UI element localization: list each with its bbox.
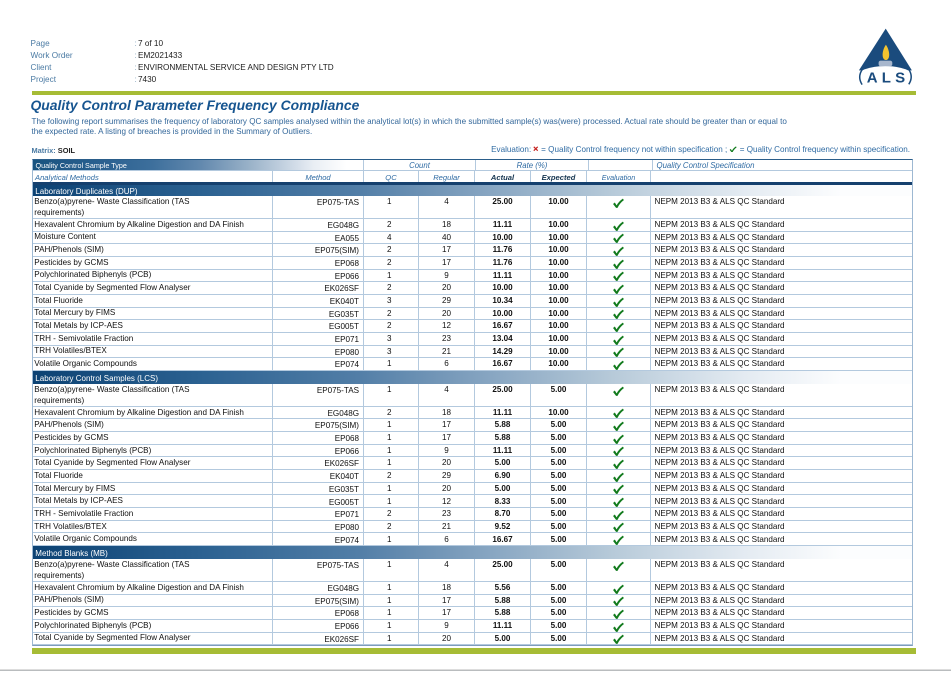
svg-text:ALS: ALS — [867, 69, 910, 86]
